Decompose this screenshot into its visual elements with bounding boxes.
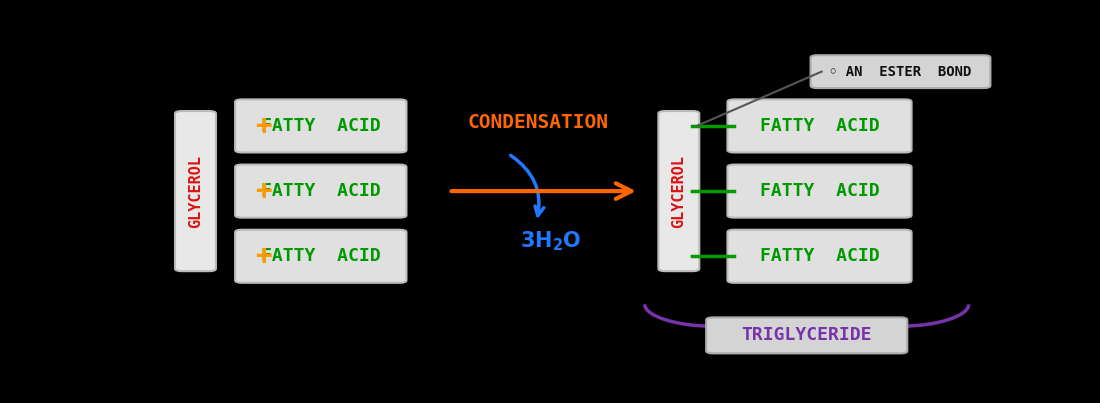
Text: TRIGLYCERIDE: TRIGLYCERIDE — [741, 326, 872, 345]
Text: FATTY  ACID: FATTY ACID — [760, 182, 879, 200]
Text: FATTY  ACID: FATTY ACID — [760, 247, 879, 265]
FancyBboxPatch shape — [659, 111, 700, 271]
Text: +: + — [255, 177, 272, 205]
Text: FATTY  ACID: FATTY ACID — [261, 117, 381, 135]
Text: GLYCEROL: GLYCEROL — [188, 155, 204, 228]
Text: FATTY  ACID: FATTY ACID — [261, 247, 381, 265]
Text: CONDENSATION: CONDENSATION — [468, 113, 608, 132]
Text: GLYCEROL: GLYCEROL — [671, 155, 686, 228]
FancyBboxPatch shape — [727, 100, 912, 152]
Text: FATTY  ACID: FATTY ACID — [760, 117, 879, 135]
FancyArrowPatch shape — [510, 156, 543, 216]
FancyBboxPatch shape — [235, 230, 407, 283]
Text: ◦ AN  ESTER  BOND: ◦ AN ESTER BOND — [829, 64, 971, 79]
Text: +: + — [255, 112, 272, 140]
FancyBboxPatch shape — [175, 111, 216, 271]
FancyBboxPatch shape — [727, 164, 912, 218]
Text: +: + — [255, 242, 272, 270]
FancyBboxPatch shape — [811, 55, 990, 88]
FancyBboxPatch shape — [727, 230, 912, 283]
Text: FATTY  ACID: FATTY ACID — [261, 182, 381, 200]
FancyBboxPatch shape — [706, 318, 908, 353]
FancyBboxPatch shape — [235, 164, 407, 218]
FancyBboxPatch shape — [235, 100, 407, 152]
Text: $\mathbf{3H_2O}$: $\mathbf{3H_2O}$ — [520, 229, 582, 253]
